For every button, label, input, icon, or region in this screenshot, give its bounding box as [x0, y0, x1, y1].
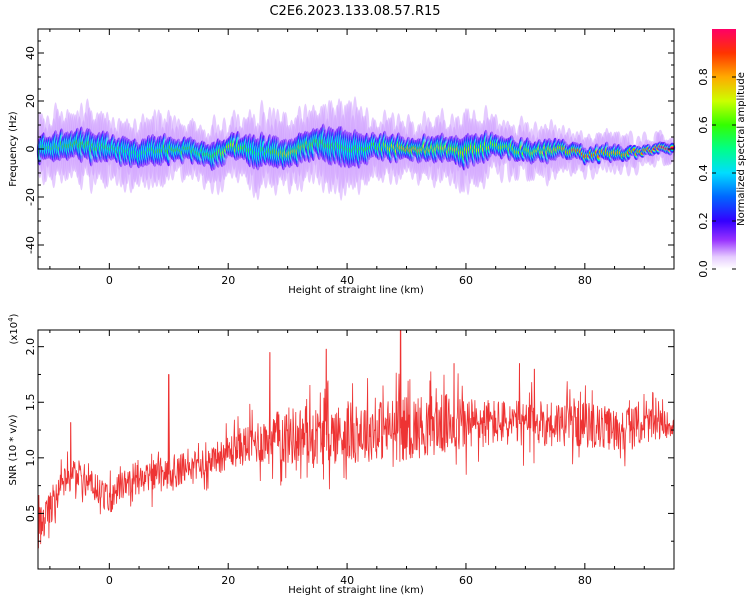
colorbar-gradient	[712, 29, 736, 269]
y-tick-label: 2.0	[24, 338, 37, 356]
x-tick-label: 20	[221, 274, 235, 287]
colorbar-tick-label: 0.6	[697, 116, 710, 134]
x-tick-label: 20	[221, 574, 235, 587]
x-tick-label: 0	[106, 574, 113, 587]
snr-exponent-label: (x104)	[7, 313, 20, 344]
x-tick-label: 60	[459, 274, 473, 287]
colorbar-label: Normalized spectral amplitude	[736, 72, 747, 226]
x-tick-label: 40	[340, 274, 354, 287]
y-tick-label: 0	[24, 146, 37, 153]
colorbar: 0.0 0.2 0.4 0.6 0.8 Normalized spectral ampl…	[697, 29, 747, 278]
snr-panel: 0 20 40 60 80 0.5 1.0 1.5 2.0 Height of straigh…	[7, 313, 675, 596]
chart-title: C2E6.2023.133.08.57.R15	[269, 4, 440, 19]
x-tick-label: 40	[340, 574, 354, 587]
snr-x-ticks: 0 20 40 60 80	[49, 330, 675, 587]
colorbar-tick-label: 0.8	[697, 68, 710, 86]
x-tick-label: 0	[106, 274, 113, 287]
spectrogram-x-ticks: 0 20 40 60 80	[49, 29, 675, 287]
y-tick-label: 1.5	[24, 394, 37, 412]
snr-x-axis-label: Height of straight line (km)	[288, 585, 424, 596]
snr-y-ticks: 0.5 1.0 1.5 2.0	[24, 338, 674, 542]
y-tick-label: 1.0	[24, 449, 37, 467]
y-tick-label: 20	[24, 94, 37, 108]
colorbar-tick-label: 0.0	[697, 260, 710, 278]
snr-frame	[37, 329, 675, 570]
x-tick-label: 60	[459, 574, 473, 587]
spectrogram-panel: 0 20 40 60 80 -40 -20 0 20 40 Height of straight…	[8, 28, 676, 296]
x-tick-label: 80	[578, 274, 592, 287]
snr-marks	[37, 329, 675, 549]
colorbar-tick-label: 0.2	[697, 212, 710, 230]
snr-y-axis-label: SNR (10 * v/v)	[8, 414, 19, 485]
colorbar-tick-label: 0.4	[697, 164, 710, 182]
spectrogram-cell	[670, 146, 674, 149]
spectrogram-x-axis-label: Height of straight line (km)	[288, 285, 424, 296]
y-tick-label: -20	[24, 188, 37, 206]
snr-series-line	[37, 329, 675, 549]
x-tick-label: 80	[578, 574, 592, 587]
colorbar-ticks: 0.0 0.2 0.4 0.6 0.8	[697, 68, 736, 278]
y-tick-label: 40	[24, 46, 37, 60]
y-tick-label: 0.5	[24, 505, 37, 523]
y-tick-label: -40	[24, 236, 37, 254]
spectrogram-marks	[36, 96, 676, 201]
spectrogram-y-ticks: -40 -20 0 20 40	[24, 40, 674, 258]
spectrogram-y-axis-label: Frequency (Hz)	[8, 111, 19, 187]
